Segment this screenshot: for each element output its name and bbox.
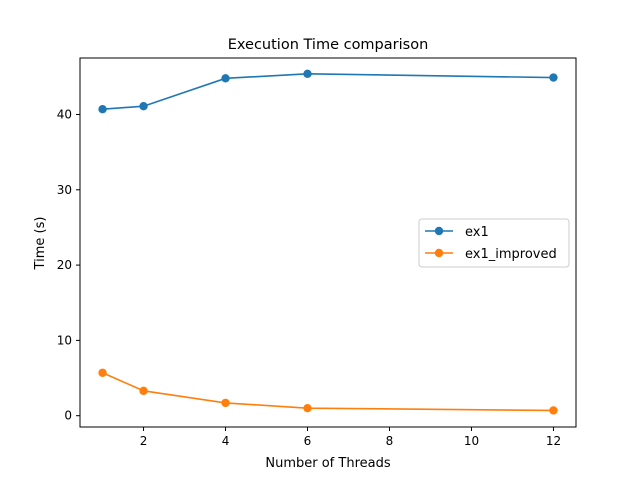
legend-entry: ex1 [425, 225, 489, 240]
series-layer [98, 69, 558, 415]
legend-marker [434, 248, 444, 258]
x-tick-label: 6 [304, 434, 312, 448]
y-tick-label: 20 [57, 258, 72, 272]
x-axis: 2 4 6 8 10 12 [140, 427, 561, 448]
y-tick-label: 40 [57, 107, 72, 121]
y-tick-label: 10 [57, 333, 72, 347]
data-point [98, 368, 107, 377]
x-tick-label: 8 [386, 434, 394, 448]
data-point [549, 406, 558, 415]
y-axis: 0 10 20 30 40 [57, 107, 80, 423]
x-tick-label: 10 [464, 434, 479, 448]
y-tick-label: 30 [57, 183, 72, 197]
data-point [303, 403, 312, 413]
x-tick-label: 4 [222, 434, 230, 448]
y-axis-label: Time (s) [33, 217, 48, 271]
data-point [549, 73, 558, 82]
y-tick-label: 0 [64, 409, 72, 423]
data-point [221, 74, 230, 83]
legend-marker [434, 226, 444, 236]
data-point [98, 105, 107, 114]
legend-label: ex1 [465, 225, 489, 240]
legend-box [418, 218, 570, 268]
legend: ex1 ex1_improved [418, 218, 570, 268]
legend-entry: ex1_improved [425, 247, 557, 262]
x-tick-label: 2 [140, 434, 148, 448]
data-point [139, 386, 148, 396]
data-point [139, 101, 148, 111]
series-ex1 [98, 69, 558, 114]
x-tick-label: 12 [546, 434, 561, 448]
series-ex1_improved [98, 368, 558, 415]
data-point [303, 69, 312, 79]
chart-title: Execution Time comparison [228, 37, 429, 53]
data-point [221, 398, 230, 408]
x-axis-label: Number of Threads [265, 456, 390, 471]
legend-label: ex1_improved [465, 247, 557, 262]
